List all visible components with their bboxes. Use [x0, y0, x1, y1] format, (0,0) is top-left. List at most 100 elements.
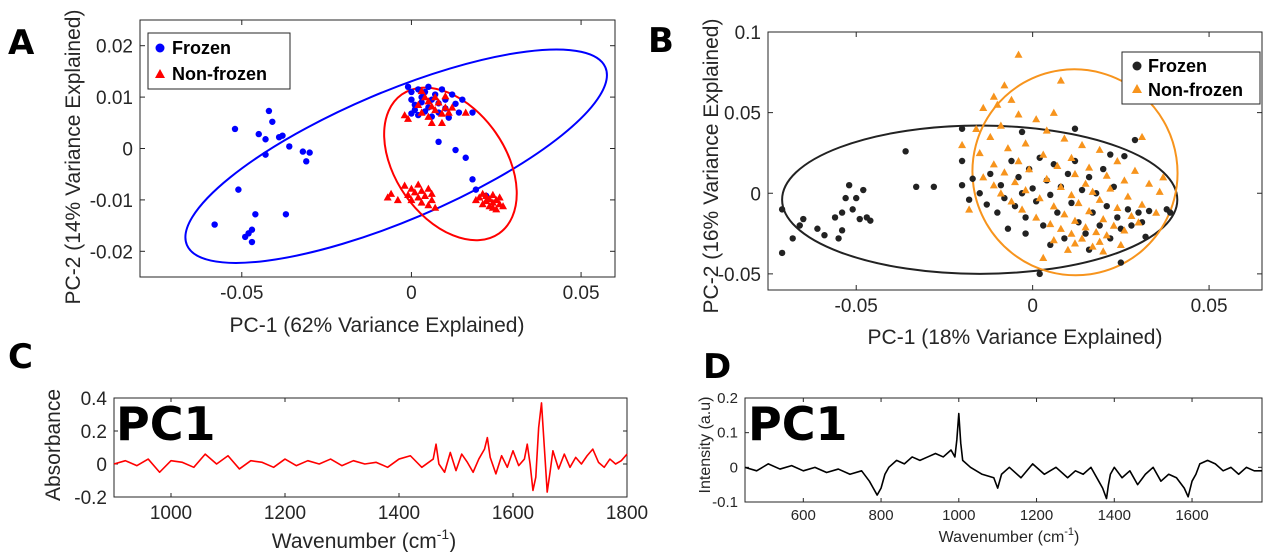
point-a-nonfrozen	[400, 111, 409, 119]
confidence-ellipse-b-1	[971, 68, 1179, 277]
point-a-nonfrozen	[427, 118, 436, 126]
xtick-label-d: 600	[791, 507, 816, 524]
point-b-nonfrozen	[1123, 192, 1132, 200]
ytick-label-a: -0.01	[90, 191, 133, 212]
point-b-frozen	[789, 235, 796, 242]
xtick-label-d: 800	[869, 507, 894, 524]
point-a-nonfrozen	[434, 98, 443, 106]
point-a-nonfrozen	[414, 180, 423, 188]
point-b-nonfrozen	[1134, 218, 1143, 226]
point-b-nonfrozen	[1095, 145, 1104, 153]
point-b-frozen	[1117, 259, 1125, 266]
xtick-label-d: 1400	[1098, 507, 1131, 524]
point-b-nonfrozen	[1056, 224, 1065, 232]
point-b-frozen	[1100, 165, 1107, 173]
legend-b-label-frozen: Frozen	[1148, 56, 1207, 76]
point-a-frozen	[248, 226, 256, 233]
xlabel-c-close: )	[449, 530, 456, 552]
point-a-nonfrozen	[482, 191, 491, 199]
point-b-nonfrozen	[1021, 139, 1030, 147]
point-b-frozen	[930, 183, 938, 190]
axes-box-c	[113, 397, 628, 498]
legend-a-label-frozen: Frozen	[172, 38, 231, 58]
point-a-frozen	[235, 186, 242, 193]
point-b-frozen	[800, 215, 807, 223]
point-b-frozen	[1054, 209, 1061, 216]
point-b-nonfrozen	[1042, 126, 1051, 134]
xtick-label-b: 0	[1027, 296, 1038, 317]
point-a-nonfrozen	[427, 102, 436, 110]
point-a-nonfrozen	[495, 193, 504, 201]
point-b-frozen	[902, 148, 909, 155]
point-b-frozen	[969, 175, 976, 182]
panel-letter-c: C	[8, 337, 33, 377]
point-b-nonfrozen	[1085, 163, 1094, 171]
point-b-frozen	[1022, 214, 1029, 221]
point-b-frozen	[1071, 125, 1079, 132]
point-b-frozen	[835, 235, 842, 242]
point-b-nonfrozen	[1042, 174, 1051, 182]
point-b-nonfrozen	[989, 181, 998, 189]
point-b-frozen	[983, 201, 990, 208]
point-b-frozen	[838, 227, 846, 234]
point-b-nonfrozen	[1155, 187, 1164, 195]
panel-letter-a: A	[8, 23, 35, 63]
xlabel-c-main: Wavenumber (cm	[272, 530, 437, 552]
xtick-label-d: 1000	[942, 507, 975, 524]
point-b-nonfrozen	[1049, 202, 1058, 210]
point-b-nonfrozen	[1120, 176, 1129, 184]
point-a-frozen	[438, 86, 446, 93]
plot-d-area: 600 800 1000 1200 1400 1600 -0.1 0 0.1 0.2	[712, 390, 1263, 524]
point-b-nonfrozen	[1070, 239, 1079, 247]
point-a-nonfrozen	[437, 109, 446, 117]
panel-c: C 1000 1200 1400 1600 1800 -0.2 0 0.2 0.4 PC1 Wa…	[8, 337, 648, 552]
legend-a: Frozen Non-frozen	[147, 32, 291, 90]
point-a-nonfrozen	[427, 195, 436, 204]
point-a-nonfrozen	[424, 184, 433, 192]
point-b-nonfrozen	[1113, 157, 1122, 165]
point-a-frozen	[262, 151, 269, 158]
xlabel-d-close: )	[1074, 529, 1079, 546]
ytick-label-b: 0.1	[735, 23, 761, 44]
point-b-frozen	[845, 181, 853, 189]
point-a-nonfrozen	[407, 184, 416, 192]
ytick-label-b: 0.05	[724, 104, 761, 125]
point-b-nonfrozen	[1060, 210, 1069, 218]
ytick-label-d: -0.1	[712, 494, 738, 511]
point-b-frozen	[860, 186, 867, 194]
point-b-frozen	[1145, 207, 1153, 215]
panel-letter-d: D	[703, 347, 731, 387]
xlabel-c: Wavenumber (cm-1)	[272, 526, 456, 552]
point-a-frozen	[279, 132, 286, 139]
point-a-frozen	[459, 96, 466, 103]
ytick-label-a: 0	[122, 140, 133, 161]
point-b-frozen	[987, 170, 994, 178]
point-a-frozen	[448, 91, 456, 98]
point-a-frozen	[455, 109, 463, 116]
point-b-frozen	[1011, 202, 1019, 210]
point-b-frozen	[958, 125, 966, 132]
ylabel-b: PC-2 (16% Variance Explained)	[700, 19, 723, 314]
point-b-nonfrozen	[1032, 213, 1041, 221]
point-b-nonfrozen	[1067, 190, 1076, 199]
point-a-nonfrozen	[448, 103, 457, 111]
point-a-frozen	[408, 88, 415, 96]
point-b-frozen	[838, 209, 846, 216]
point-b-frozen	[1142, 233, 1149, 240]
point-b-frozen	[958, 157, 966, 165]
point-b-frozen	[821, 231, 828, 239]
xtick-label-c: 1400	[378, 503, 420, 524]
point-a-nonfrozen	[478, 189, 487, 197]
point-b-nonfrozen	[979, 103, 988, 111]
point-b-frozen	[1040, 222, 1047, 229]
point-b-nonfrozen	[1138, 200, 1147, 208]
point-b-nonfrozen	[1011, 177, 1019, 186]
point-b-frozen	[1107, 151, 1114, 158]
point-a-nonfrozen	[417, 198, 426, 206]
point-a-nonfrozen	[488, 203, 497, 211]
point-b-nonfrozen	[1014, 50, 1023, 58]
xtick-label-d: 1200	[1020, 507, 1053, 524]
point-b-nonfrozen	[1025, 165, 1034, 173]
point-b-frozen	[1103, 202, 1110, 210]
